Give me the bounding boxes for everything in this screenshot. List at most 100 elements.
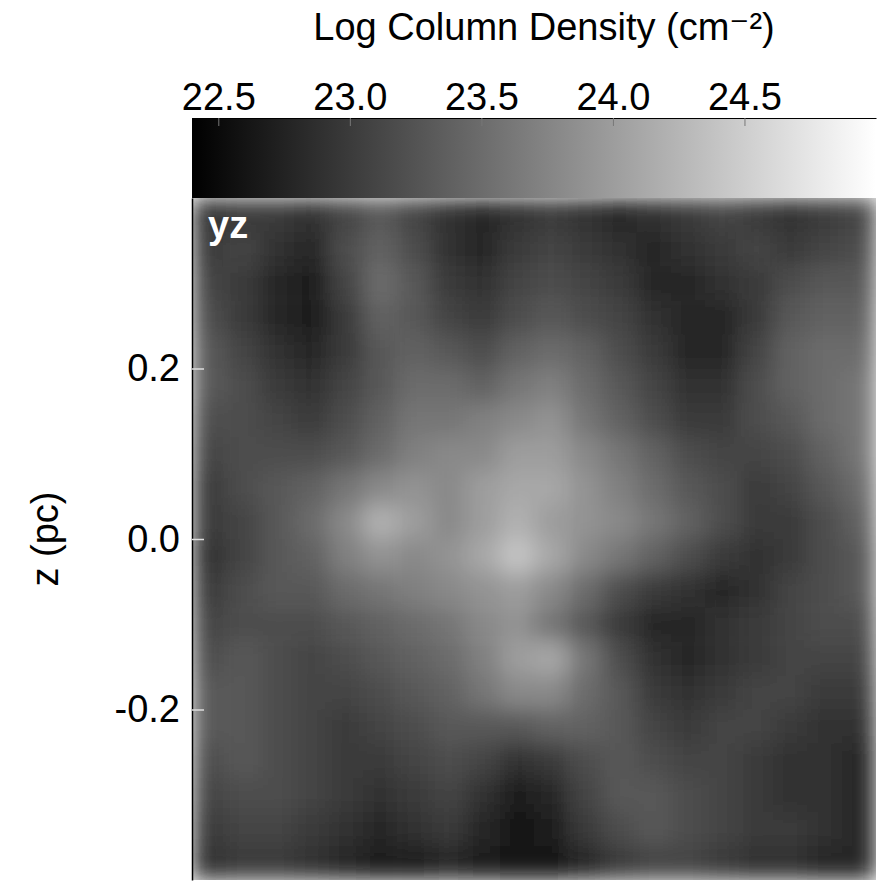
- cell: [534, 778, 569, 813]
- cell: [500, 198, 535, 233]
- colorbar-tick-mark: [481, 118, 482, 126]
- cell: [226, 334, 261, 369]
- cell: [534, 505, 569, 540]
- cell: [637, 505, 672, 540]
- cell: [739, 334, 774, 369]
- cell: [773, 812, 808, 847]
- cell: [295, 369, 330, 404]
- cell: [534, 539, 569, 574]
- cell: [602, 539, 637, 574]
- cell: [671, 675, 706, 710]
- cell: [568, 198, 603, 233]
- cell: [260, 198, 295, 233]
- cell: [773, 846, 808, 880]
- cell: [295, 266, 330, 301]
- cell: [739, 437, 774, 472]
- cell: [637, 573, 672, 608]
- cell: [329, 744, 364, 779]
- cell: [329, 198, 364, 233]
- cell: [329, 505, 364, 540]
- cell: [329, 437, 364, 472]
- cell: [602, 573, 637, 608]
- cell: [431, 607, 466, 642]
- cell: [773, 744, 808, 779]
- cell: [808, 266, 843, 301]
- cell: [260, 232, 295, 267]
- cell: [500, 675, 535, 710]
- cell: [500, 539, 535, 574]
- cell: [671, 505, 706, 540]
- cell: [637, 675, 672, 710]
- cell: [773, 266, 808, 301]
- cell: [568, 403, 603, 438]
- cell: [739, 675, 774, 710]
- cell: [842, 505, 876, 540]
- cell: [534, 744, 569, 779]
- colorbar-tick: 24.5: [708, 76, 782, 126]
- cell: [397, 232, 432, 267]
- cell: [602, 403, 637, 438]
- cell: [192, 641, 227, 676]
- cell: [534, 403, 569, 438]
- cell: [671, 437, 706, 472]
- cell: [568, 437, 603, 472]
- cell: [226, 778, 261, 813]
- cell: [260, 573, 295, 608]
- cell: [705, 300, 740, 335]
- cell: [397, 573, 432, 608]
- cell: [226, 846, 261, 880]
- cell: [192, 266, 227, 301]
- cell: [705, 710, 740, 745]
- cell: [192, 607, 227, 642]
- cell: [705, 744, 740, 779]
- cell: [671, 266, 706, 301]
- colorbar-tick: 23.0: [313, 76, 387, 126]
- cell: [431, 232, 466, 267]
- y-tick-label: 0.2: [127, 347, 180, 389]
- cell: [295, 675, 330, 710]
- cell: [705, 198, 740, 233]
- cell: [602, 300, 637, 335]
- cell: [671, 607, 706, 642]
- cell: [808, 232, 843, 267]
- cell: [295, 232, 330, 267]
- cell: [842, 710, 876, 745]
- cell: [397, 266, 432, 301]
- colorbar-tick-mark: [350, 118, 351, 126]
- cell: [705, 846, 740, 880]
- cell: [260, 300, 295, 335]
- cell: [808, 334, 843, 369]
- cell: [329, 710, 364, 745]
- y-tick-label: -0.2: [115, 688, 180, 730]
- cell: [329, 607, 364, 642]
- colorbar-tick-label: 24.5: [708, 76, 782, 118]
- cell: [295, 198, 330, 233]
- cell: [397, 641, 432, 676]
- heatmap: [192, 198, 876, 880]
- cell: [671, 471, 706, 506]
- cell: [500, 437, 535, 472]
- cell: [842, 778, 876, 813]
- cell: [466, 403, 501, 438]
- cell: [500, 334, 535, 369]
- cell: [192, 369, 227, 404]
- cell: [500, 846, 535, 880]
- cell: [363, 675, 398, 710]
- cell: [260, 607, 295, 642]
- cell: [602, 198, 637, 233]
- cell: [431, 198, 466, 233]
- cell: [671, 232, 706, 267]
- cell: [192, 812, 227, 847]
- cell: [192, 710, 227, 745]
- cell: [568, 471, 603, 506]
- cell: [808, 437, 843, 472]
- cell: [842, 607, 876, 642]
- cell: [602, 266, 637, 301]
- cell: [808, 505, 843, 540]
- cell: [671, 539, 706, 574]
- cell: [192, 573, 227, 608]
- cell: [500, 812, 535, 847]
- cell: [260, 846, 295, 880]
- cell: [602, 607, 637, 642]
- cell: [568, 846, 603, 880]
